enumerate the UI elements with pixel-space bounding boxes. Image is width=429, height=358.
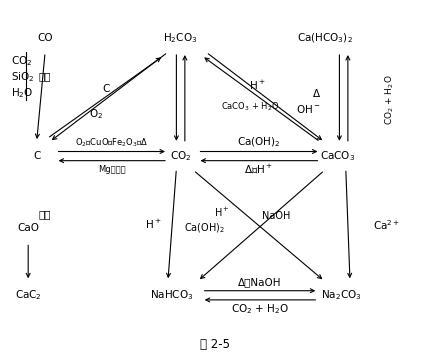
Text: NaOH: NaOH xyxy=(262,211,290,221)
Text: Ca(HCO$_3$)$_2$: Ca(HCO$_3$)$_2$ xyxy=(297,31,353,45)
Text: CO$_2$: CO$_2$ xyxy=(11,54,33,68)
Text: Mg，点燃: Mg，点燃 xyxy=(98,165,126,174)
Text: O$_2$，CuO，Fe$_2$O$_3$，Δ: O$_2$，CuO，Fe$_2$O$_3$，Δ xyxy=(75,136,148,149)
Text: CO$_2$: CO$_2$ xyxy=(170,149,191,163)
Text: Na$_2$CO$_3$: Na$_2$CO$_3$ xyxy=(321,289,362,302)
Text: O$_2$: O$_2$ xyxy=(89,107,103,121)
Text: H$^+$: H$^+$ xyxy=(145,218,161,231)
Text: Δ: Δ xyxy=(313,90,320,100)
Text: Ca(OH)$_2$: Ca(OH)$_2$ xyxy=(237,136,281,150)
Text: Δ，H$^+$: Δ，H$^+$ xyxy=(245,163,273,176)
Text: C: C xyxy=(33,151,40,161)
Text: CaCO$_3$ + H$_2$O: CaCO$_3$ + H$_2$O xyxy=(221,101,280,113)
Text: CaCO$_3$: CaCO$_3$ xyxy=(320,149,355,163)
Text: Δ，NaOH: Δ，NaOH xyxy=(238,277,282,287)
Text: CaO: CaO xyxy=(17,223,39,233)
Text: CO$_2$ + H$_2$O: CO$_2$ + H$_2$O xyxy=(384,74,396,125)
Text: Ca(OH)$_2$: Ca(OH)$_2$ xyxy=(184,222,225,235)
Text: H$_2$O: H$_2$O xyxy=(11,86,34,100)
Text: H$^+$: H$^+$ xyxy=(248,79,265,92)
Text: 高温: 高温 xyxy=(39,71,51,81)
Text: Ca$^{2+}$: Ca$^{2+}$ xyxy=(373,218,400,232)
Text: C: C xyxy=(103,84,110,94)
Text: NaHCO$_3$: NaHCO$_3$ xyxy=(151,289,194,302)
Text: H$^+$: H$^+$ xyxy=(214,206,230,219)
Text: 图 2-5: 图 2-5 xyxy=(199,338,230,351)
Text: CO$_2$ + H$_2$O: CO$_2$ + H$_2$O xyxy=(231,302,289,316)
Text: CO: CO xyxy=(37,33,53,43)
Text: SiO$_2$: SiO$_2$ xyxy=(11,70,35,84)
Text: H$_2$CO$_3$: H$_2$CO$_3$ xyxy=(163,31,198,45)
Text: OH$^-$: OH$^-$ xyxy=(296,102,320,115)
Text: CaC$_2$: CaC$_2$ xyxy=(15,289,42,302)
Text: 高温: 高温 xyxy=(39,209,51,219)
